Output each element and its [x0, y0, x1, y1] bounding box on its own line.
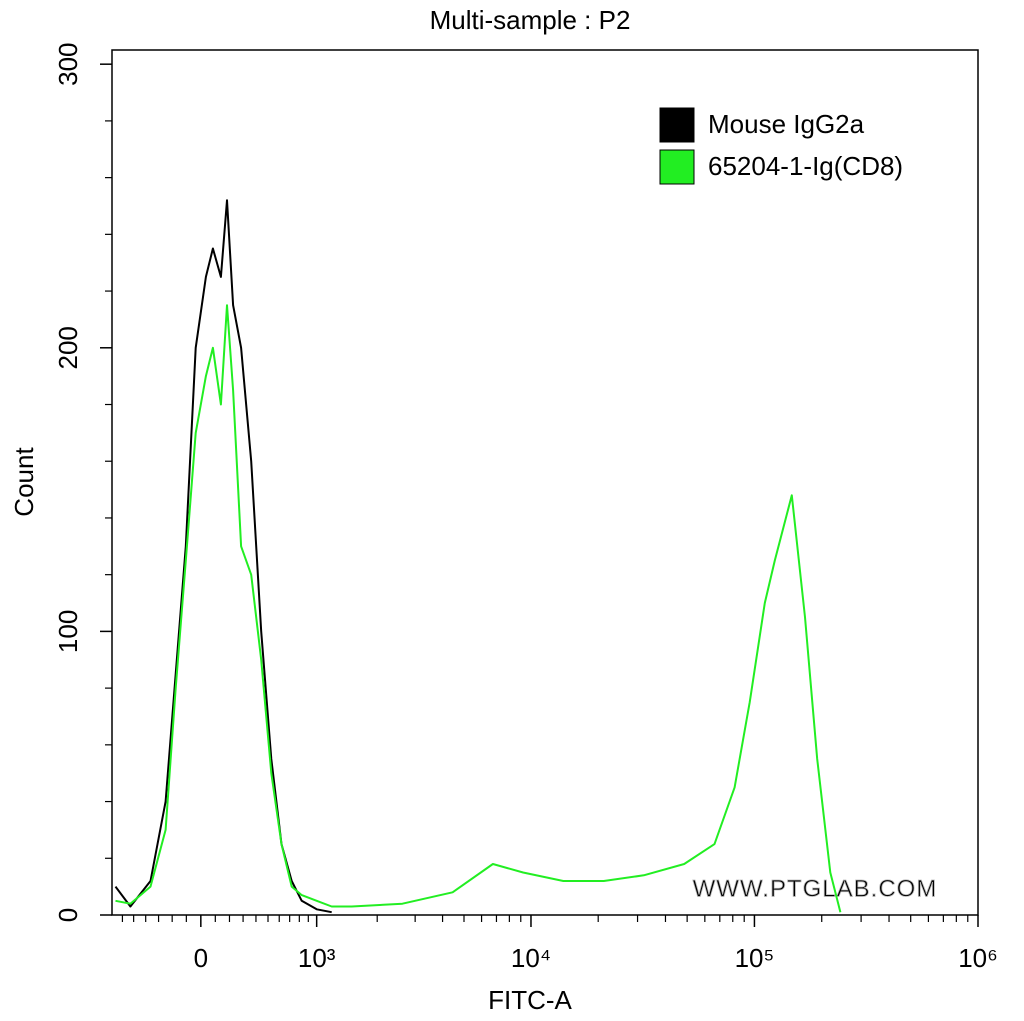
- legend-label: Mouse IgG2a: [708, 109, 865, 139]
- legend-swatch: [659, 149, 695, 185]
- chart-title: Multi-sample : P2: [430, 5, 631, 35]
- y-tick-label: 0: [53, 908, 83, 922]
- histogram-line: [115, 304, 842, 913]
- histogram-line: [114, 199, 332, 914]
- watermark: WWW.PTGLAB.COM: [693, 875, 938, 902]
- legend-label: 65204-1-Ig(CD8): [708, 151, 903, 181]
- y-tick-label: 200: [53, 326, 83, 369]
- x-axis-label: FITC-A: [488, 985, 572, 1015]
- x-tick-label: 10⁵: [735, 943, 775, 973]
- plot-frame: [111, 49, 979, 916]
- legend-swatch: [659, 107, 695, 143]
- y-tick-label: 100: [53, 610, 83, 653]
- x-tick-label: 10³: [298, 943, 336, 973]
- x-tick-label: 10⁶: [958, 943, 998, 973]
- x-tick-label: 0: [194, 943, 208, 973]
- y-tick-label: 300: [53, 42, 83, 85]
- y-axis-label: Count: [9, 447, 39, 517]
- x-tick-label: 10⁴: [511, 943, 551, 973]
